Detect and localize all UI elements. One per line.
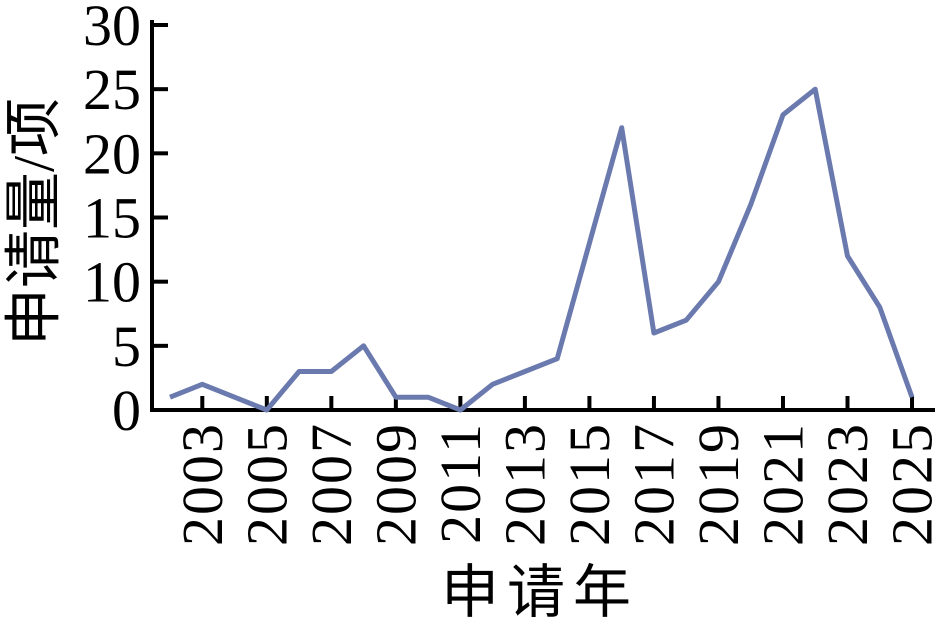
y-axis-title: 申请量/项 bbox=[2, 98, 67, 346]
x-tick-label: 2023 bbox=[815, 422, 880, 546]
x-tick-label: 2009 bbox=[364, 422, 429, 546]
x-tick-label: 2015 bbox=[557, 422, 622, 546]
x-tick-label: 2013 bbox=[493, 422, 558, 546]
x-tick-label: 2005 bbox=[235, 422, 300, 546]
x-tick-label: 2025 bbox=[880, 422, 935, 546]
y-tick-label: 0 bbox=[112, 378, 141, 443]
x-tick-label: 2019 bbox=[686, 422, 751, 546]
data-polyline bbox=[169, 86, 915, 413]
y-tick-label: 30 bbox=[83, 0, 141, 58]
x-axis-title: 申请年 bbox=[441, 560, 639, 625]
axes-layer bbox=[150, 20, 935, 412]
x-tick-label: 2011 bbox=[428, 422, 493, 544]
y-tick-label: 5 bbox=[112, 314, 141, 379]
x-tick-label: 2003 bbox=[170, 422, 235, 546]
x-tick-label: 2007 bbox=[299, 422, 364, 546]
axis-spine bbox=[150, 20, 935, 412]
y-tick-label: 25 bbox=[83, 57, 141, 122]
y-tick-label: 20 bbox=[83, 121, 141, 186]
y-tick-label: 15 bbox=[83, 186, 141, 251]
x-tick-label: 2021 bbox=[751, 422, 816, 546]
y-tick-label: 10 bbox=[83, 250, 141, 315]
x-tick-label: 2017 bbox=[622, 422, 687, 546]
series-layer bbox=[169, 86, 915, 413]
